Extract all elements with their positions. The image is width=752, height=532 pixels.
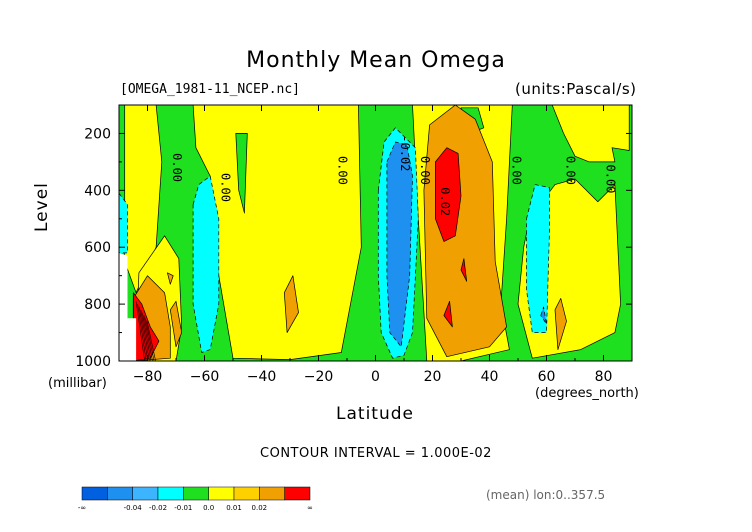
x-axis-unit: (degrees_north) — [535, 386, 639, 401]
colorbar-label-3: -0.01 — [174, 504, 192, 512]
contour-region-21 — [526, 184, 550, 333]
contour-region-14 — [167, 272, 174, 285]
chart-title: Monthly Mean Omega — [246, 48, 506, 73]
dense-contour-line — [146, 321, 156, 361]
colorbar-label-2: -0.02 — [149, 504, 167, 512]
x-tick-label-5: 20 — [424, 369, 442, 385]
y-tick-label-4: 1000 — [75, 354, 111, 370]
x-tick-label-8: 80 — [595, 369, 613, 385]
colorbar-swatch-6 — [233, 486, 260, 501]
contour-label-5: 0.02 — [438, 187, 452, 216]
colorbar-label-4: 0.0 — [203, 504, 214, 512]
colorbar-swatch-2 — [132, 486, 159, 501]
contour-region-15 — [435, 147, 462, 242]
colorbar-label-1: -0.04 — [124, 504, 143, 512]
dense-contour-line — [142, 312, 152, 361]
dense-contour-line — [135, 301, 145, 361]
contour-region-12 — [283, 275, 299, 333]
contour-region-19 — [192, 175, 220, 353]
contour-label-3: -0.02 — [398, 135, 412, 171]
source-filename: [OMEGA_1981-11_NCEP.nc] — [120, 82, 301, 97]
contour-region-13 — [554, 298, 567, 350]
x-axis-label: Latitude — [336, 404, 414, 424]
dense-contour-line — [143, 315, 153, 361]
contour-label-1: 0.00 — [219, 173, 233, 202]
contour-region-23 — [386, 141, 413, 348]
contour-label-7: 0.00 — [563, 156, 577, 185]
x-tick-label-2: −40 — [247, 369, 277, 385]
y-tick-label-2: 600 — [84, 240, 111, 256]
y-tick-label-3: 800 — [84, 297, 111, 313]
x-tick-label-7: 60 — [538, 369, 556, 385]
contour-interval-label: CONTOUR INTERVAL = 1.000E-02 — [260, 446, 492, 461]
colorbar-swatch-7 — [259, 486, 285, 501]
x-tick-label-6: 40 — [481, 369, 499, 385]
contour-region-22 — [119, 192, 128, 254]
units-label: (units:Pascal/s) — [515, 80, 637, 98]
x-tick-label-3: −20 — [304, 369, 334, 385]
contour-label-4: 0.00 — [418, 156, 432, 185]
colorbar-label-0: -∞ — [78, 504, 86, 512]
colorbar-swatch-1 — [107, 486, 133, 501]
contour-label-0: 0.00 — [170, 153, 184, 182]
colorbar-swatch-8 — [284, 486, 311, 501]
dense-contour-line — [137, 304, 147, 361]
x-tick-label-4: 0 — [371, 369, 380, 385]
contour-region-25 — [119, 252, 137, 361]
y-tick-label-0: 200 — [84, 126, 111, 142]
colorbar-label-7: ∞ — [307, 504, 313, 512]
contour-region-7 — [235, 133, 248, 214]
colorbar-swatch-3 — [157, 486, 184, 501]
contour-label-2: 0.00 — [335, 156, 349, 185]
contour-label-6: 0.00 — [509, 156, 523, 185]
colorbar-label-6: 0.02 — [252, 504, 268, 512]
dense-contour-line — [140, 309, 150, 361]
contour-region-24 — [540, 306, 547, 325]
y-tick-label-1: 400 — [84, 183, 111, 199]
colorbar-label-5: 0.01 — [226, 504, 242, 512]
contour-region-17 — [443, 300, 453, 328]
y-axis-unit: (millibar) — [48, 376, 107, 391]
contour-region-16 — [460, 258, 468, 282]
averaging-label: (mean) lon:0..357.5 — [486, 488, 606, 502]
colorbar-swatch-0 — [81, 486, 108, 501]
contour-fill-group — [119, 105, 632, 361]
contour-region-5 — [551, 105, 630, 163]
colorbar-swatch-4 — [183, 486, 209, 501]
contour-label-8: 0.00 — [603, 165, 617, 194]
x-tick-label-0: −80 — [133, 369, 163, 385]
contour-region-11 — [169, 300, 183, 348]
colorbar-swatch-5 — [208, 486, 235, 501]
dense-contour-line — [138, 306, 149, 361]
x-tick-label-1: −60 — [190, 369, 220, 385]
dense-contour-line — [145, 318, 155, 361]
